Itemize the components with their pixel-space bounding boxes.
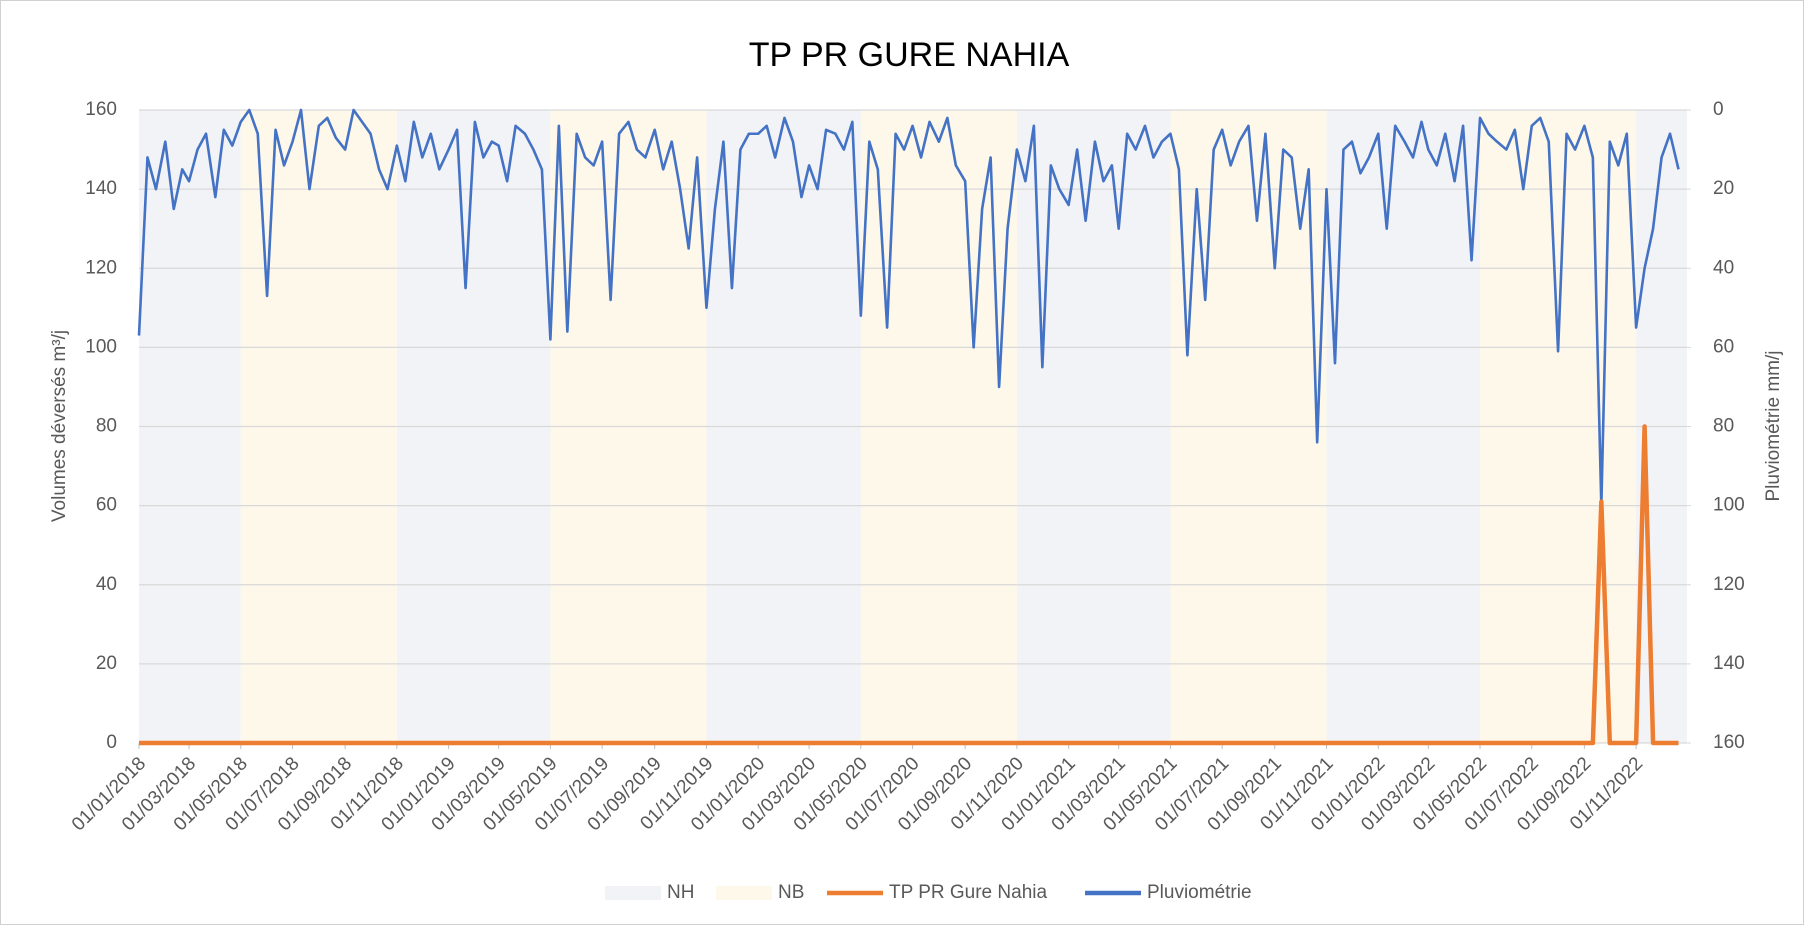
legend-label: TP PR Gure Nahia xyxy=(889,882,1047,903)
y-tick-label: 120 xyxy=(85,257,117,278)
y2-tick-label: 40 xyxy=(1713,257,1734,278)
y-tick-label: 20 xyxy=(96,653,117,674)
y-axis-label: Volumes déversés m³/j xyxy=(49,330,70,522)
y-tick-label: 0 xyxy=(106,732,117,753)
y-tick-label: 160 xyxy=(85,99,117,120)
series-line xyxy=(137,108,1680,507)
y-tick-label: 60 xyxy=(96,495,117,516)
y2-tick-label: 0 xyxy=(1713,99,1724,120)
series-line xyxy=(139,424,1679,746)
legend-swatch xyxy=(605,886,661,900)
legend-label: NB xyxy=(778,882,804,903)
y2-tick-label: 120 xyxy=(1713,574,1745,595)
y2-tick-label: 20 xyxy=(1713,178,1734,199)
y-tick-label: 100 xyxy=(85,336,117,357)
legend-swatch xyxy=(716,886,772,900)
y-tick-label: 140 xyxy=(85,178,117,199)
lines xyxy=(137,108,1680,746)
y-tick-label: 40 xyxy=(96,574,117,595)
legend-label: NH xyxy=(667,882,694,903)
y2-tick-label: 60 xyxy=(1713,336,1734,357)
chart-title: TP PR GURE NAHIA xyxy=(749,36,1070,74)
y2-tick-label: 100 xyxy=(1713,495,1745,516)
y-tick-label: 80 xyxy=(96,416,117,437)
y2-tick-label: 160 xyxy=(1713,732,1745,753)
y2-tick-label: 140 xyxy=(1713,653,1745,674)
y2-axis-label: Pluviométrie mm/j xyxy=(1763,351,1784,502)
legend-label: Pluviométrie xyxy=(1147,882,1252,903)
y2-tick-label: 80 xyxy=(1713,416,1734,437)
